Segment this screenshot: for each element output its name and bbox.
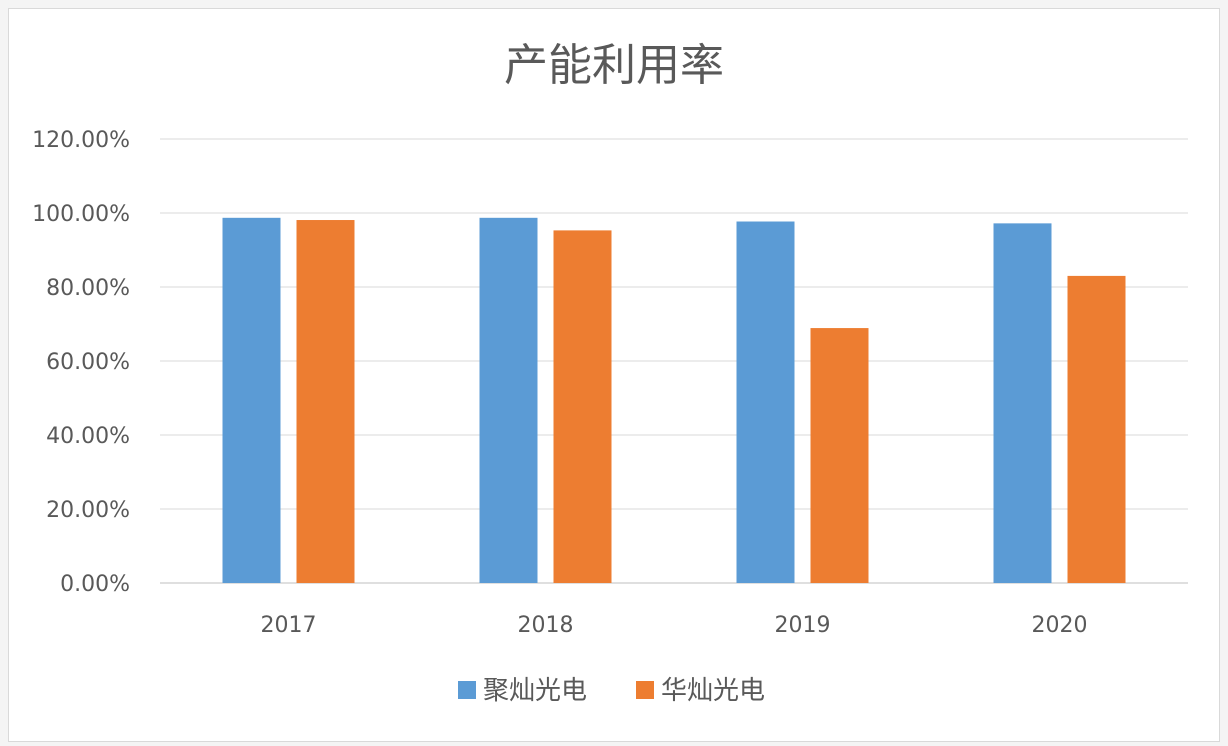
x-tick-label: 2020	[1032, 613, 1088, 638]
y-tick-label: 0.00%	[60, 572, 130, 597]
y-tick-label: 100.00%	[32, 202, 130, 227]
bar-series-2-2019	[810, 328, 869, 583]
legend-label: 聚灿光电	[483, 676, 587, 706]
bar-series-2-2017	[296, 220, 355, 583]
y-tick-label: 120.00%	[32, 128, 130, 153]
bar-series-2-2020	[1067, 275, 1126, 583]
y-tick-label: 80.00%	[46, 276, 130, 301]
bar-series-1-2020	[993, 223, 1052, 584]
legend-label: 华灿光电	[661, 676, 765, 706]
x-tick-label: 2018	[518, 613, 574, 638]
y-tick-label: 60.00%	[46, 350, 130, 375]
y-tick-label: 20.00%	[46, 498, 130, 523]
legend-swatch	[636, 681, 654, 699]
bar-series-1-2019	[736, 221, 795, 583]
bar-series-2-2018	[553, 230, 612, 583]
legend: 聚灿光电 华灿光电	[458, 676, 765, 706]
y-tick-label: 40.00%	[46, 424, 130, 449]
x-tick-label: 2017	[261, 613, 317, 638]
bar-series-1-2017	[222, 217, 281, 583]
y-axis-ticks: 0.00% 20.00% 40.00% 60.00% 80.00% 100.00% 120.…	[32, 128, 130, 597]
legend-swatch	[458, 681, 476, 699]
x-tick-label: 2019	[775, 613, 831, 638]
bar-series-1-2018	[479, 217, 538, 583]
bars	[222, 217, 1126, 584]
chart-title: 产能利用率	[504, 40, 724, 91]
x-axis-ticks: 2017 2018 2019 2020	[261, 613, 1088, 638]
